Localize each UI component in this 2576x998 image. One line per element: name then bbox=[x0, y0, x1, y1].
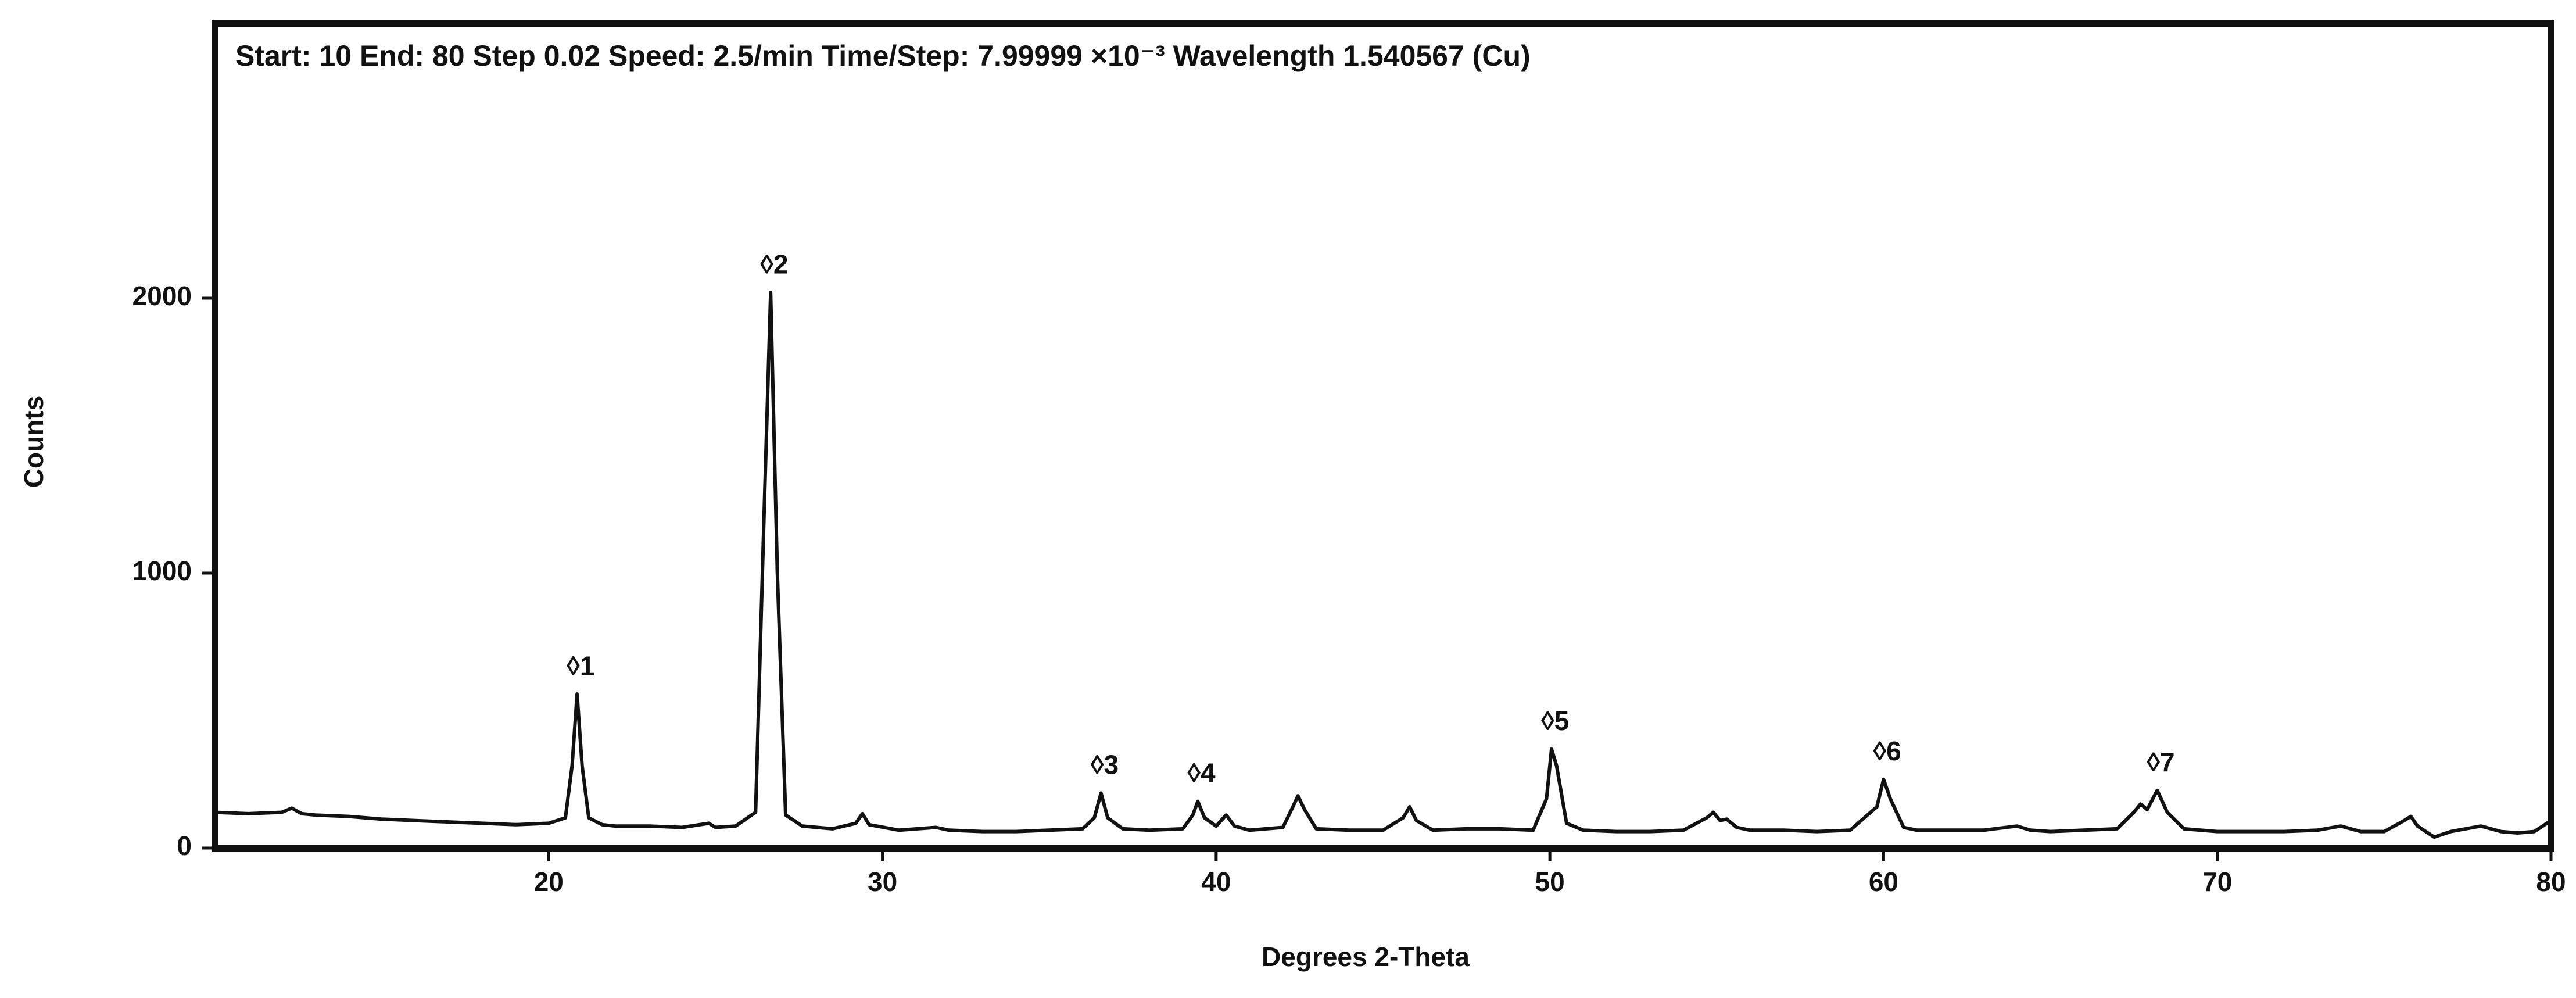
x-tick-label: 40 bbox=[1201, 867, 1231, 897]
x-tick-label: 30 bbox=[868, 867, 897, 897]
chart-title: Start: 10 End: 80 Step 0.02 Speed: 2.5/m… bbox=[235, 40, 1531, 72]
x-tick-label: 60 bbox=[1869, 867, 1898, 897]
peak-annotation: ◊6 bbox=[1873, 736, 1901, 766]
x-tick-label: 80 bbox=[2536, 867, 2566, 897]
peak-annotation: ◊1 bbox=[567, 650, 594, 681]
peak-annotation: ◊3 bbox=[1091, 750, 1119, 780]
y-tick-label: 0 bbox=[177, 831, 192, 861]
x-tick-label: 20 bbox=[534, 867, 564, 897]
peak-annotation: ◊2 bbox=[760, 249, 788, 280]
peak-annotation: ◊5 bbox=[1541, 706, 1569, 736]
peak-annotation: ◊7 bbox=[2147, 747, 2174, 777]
plot-frame bbox=[212, 20, 2554, 852]
y-tick-label: 1000 bbox=[132, 556, 192, 586]
x-axis-label: Degrees 2-Theta bbox=[1262, 942, 1470, 972]
data-line bbox=[214, 291, 2552, 839]
y-tick-label: 2000 bbox=[132, 281, 192, 311]
peak-annotation: ◊4 bbox=[1187, 758, 1216, 788]
y-axis-label: Counts bbox=[19, 396, 49, 488]
x-tick-label: 50 bbox=[1535, 867, 1565, 897]
x-tick-label: 70 bbox=[2202, 867, 2232, 897]
